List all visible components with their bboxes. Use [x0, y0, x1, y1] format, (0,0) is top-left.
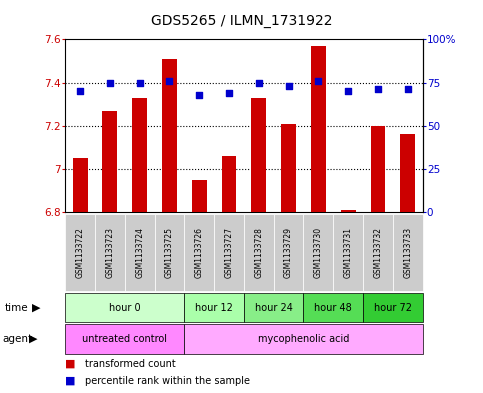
Text: GSM1133723: GSM1133723 [105, 227, 114, 278]
Text: GSM1133731: GSM1133731 [344, 227, 353, 278]
Text: ■: ■ [65, 376, 76, 386]
Point [196, 92, 203, 98]
Bar [370, 126, 385, 212]
Point [314, 78, 322, 84]
Text: GSM1133728: GSM1133728 [255, 227, 263, 278]
Bar [251, 97, 266, 212]
Text: hour 48: hour 48 [314, 303, 352, 312]
Bar [162, 59, 177, 212]
Text: ▶: ▶ [32, 303, 41, 312]
Text: untreated control: untreated control [82, 334, 167, 344]
Text: hour 0: hour 0 [109, 303, 141, 312]
Bar [72, 158, 87, 212]
Point [285, 83, 293, 89]
Text: ■: ■ [65, 359, 76, 369]
Text: GSM1133727: GSM1133727 [225, 227, 233, 278]
Point [255, 79, 263, 86]
Text: agent: agent [2, 334, 32, 344]
Text: GDS5265 / ILMN_1731922: GDS5265 / ILMN_1731922 [151, 14, 332, 28]
Text: GSM1133726: GSM1133726 [195, 227, 204, 278]
Text: GSM1133722: GSM1133722 [76, 227, 85, 278]
Text: ▶: ▶ [28, 334, 37, 344]
Bar [102, 111, 117, 212]
Bar [400, 134, 415, 212]
Text: GSM1133724: GSM1133724 [135, 227, 144, 278]
Text: time: time [5, 303, 28, 312]
Text: GSM1133733: GSM1133733 [403, 227, 412, 278]
Bar [132, 97, 147, 212]
Text: GSM1133730: GSM1133730 [314, 227, 323, 278]
Point [136, 79, 143, 86]
Point [344, 88, 352, 94]
Point [225, 90, 233, 96]
Text: hour 24: hour 24 [255, 303, 293, 312]
Text: GSM1133729: GSM1133729 [284, 227, 293, 278]
Text: transformed count: transformed count [85, 359, 175, 369]
Text: GSM1133732: GSM1133732 [373, 227, 383, 278]
Point [76, 88, 84, 94]
Bar [311, 46, 326, 212]
Text: mycophenolic acid: mycophenolic acid [258, 334, 349, 344]
Bar [192, 180, 207, 212]
Bar [281, 123, 296, 212]
Point [374, 86, 382, 93]
Text: hour 12: hour 12 [195, 303, 233, 312]
Text: hour 72: hour 72 [374, 303, 412, 312]
Bar [222, 156, 237, 212]
Point [166, 78, 173, 84]
Text: percentile rank within the sample: percentile rank within the sample [85, 376, 250, 386]
Point [106, 79, 114, 86]
Bar [341, 210, 355, 212]
Text: GSM1133725: GSM1133725 [165, 227, 174, 278]
Point [404, 86, 412, 93]
